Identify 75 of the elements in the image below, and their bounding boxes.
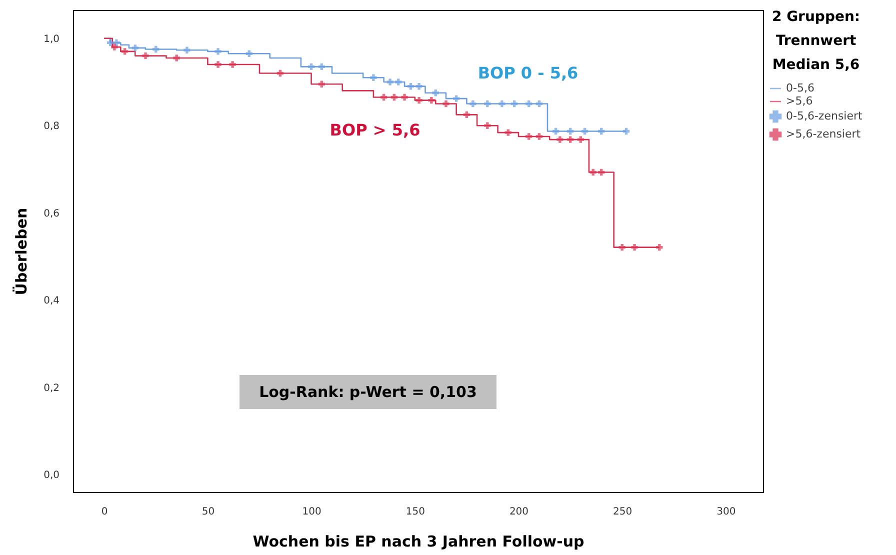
point [416,96,422,104]
point [470,100,476,108]
point [111,44,118,50]
point [432,90,439,96]
point [598,168,605,176]
point [526,133,532,140]
point [142,52,149,60]
point [504,129,512,136]
point [318,80,326,88]
point [370,74,377,81]
point [656,244,663,251]
point [152,46,160,53]
legend-title: 2 Gruppen: Trennwert Median 5,6 [772,9,860,73]
point [622,128,630,135]
point [380,94,388,101]
legend-label: 0-5,6 [786,82,814,94]
point [229,61,236,68]
annotation: Log-Rank: p-Wert = 0,103 [240,375,496,409]
x-tick-label: 200 [509,506,529,518]
legend-label: >5,6 [786,94,813,108]
point [214,48,222,55]
point [246,50,252,57]
point [318,63,326,70]
point [463,111,470,118]
point [510,100,518,108]
legend-label: 0-5,6-zensiert [786,110,864,122]
point [173,54,180,62]
point [184,46,190,54]
y-tick-label: 0,4 [44,296,60,307]
x-tick-label: 50 [202,506,215,518]
point [566,136,574,143]
point [536,133,543,140]
x-tick-label: 300 [716,506,736,518]
point [308,63,315,70]
point [484,122,491,129]
y-tick-label: 0,8 [44,121,60,132]
point [577,136,584,143]
point [552,128,560,135]
y-tick-label: 0,2 [44,382,60,394]
point [631,244,638,251]
point [618,244,626,251]
point [452,95,460,102]
point [526,100,532,108]
legend-label: >5,6-zensiert [786,128,862,140]
y-tick-label: 1,0 [44,34,60,45]
point [390,94,398,101]
point [214,61,222,68]
point [407,82,414,90]
point [566,128,574,135]
point [132,44,139,52]
x-axis-title: Wochen bis EP nach 3 Jahren Follow-up [252,532,585,550]
point [598,128,605,135]
y-axis-title: Überleben [12,208,31,296]
x-tick-label: 100 [302,506,322,518]
annotation: BOP 0 - 5,6 [478,64,578,82]
point [442,100,450,108]
x-tick-label: 250 [613,506,632,518]
point [581,128,588,135]
y-tick-label: 0,6 [44,208,60,220]
annotation: BOP > 5,6 [330,120,420,140]
x-tick-label: 0 [101,506,108,518]
point [416,82,422,90]
point [484,100,491,108]
point [401,94,408,101]
point [556,136,564,143]
point [428,96,435,104]
y-tick-label: 0,0 [44,470,60,482]
point [276,70,284,77]
point [394,78,402,86]
point [121,48,128,55]
point [386,78,394,86]
point [536,100,543,108]
point [498,100,506,108]
point [590,168,596,176]
x-tick-label: 150 [406,506,425,518]
